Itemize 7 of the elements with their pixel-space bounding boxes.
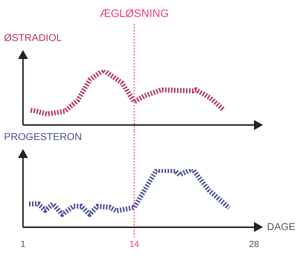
x-tick-label: 14 <box>129 239 140 250</box>
ref-line-label: ÆGLØSNING <box>100 8 169 20</box>
x-tick-label: 28 <box>248 239 260 250</box>
text: ØSTRADIOL <box>4 32 62 44</box>
x-tick-label: 1 <box>20 239 26 250</box>
text: PROGESTERON <box>4 132 82 143</box>
x-axis-title: DAGE <box>267 222 296 233</box>
